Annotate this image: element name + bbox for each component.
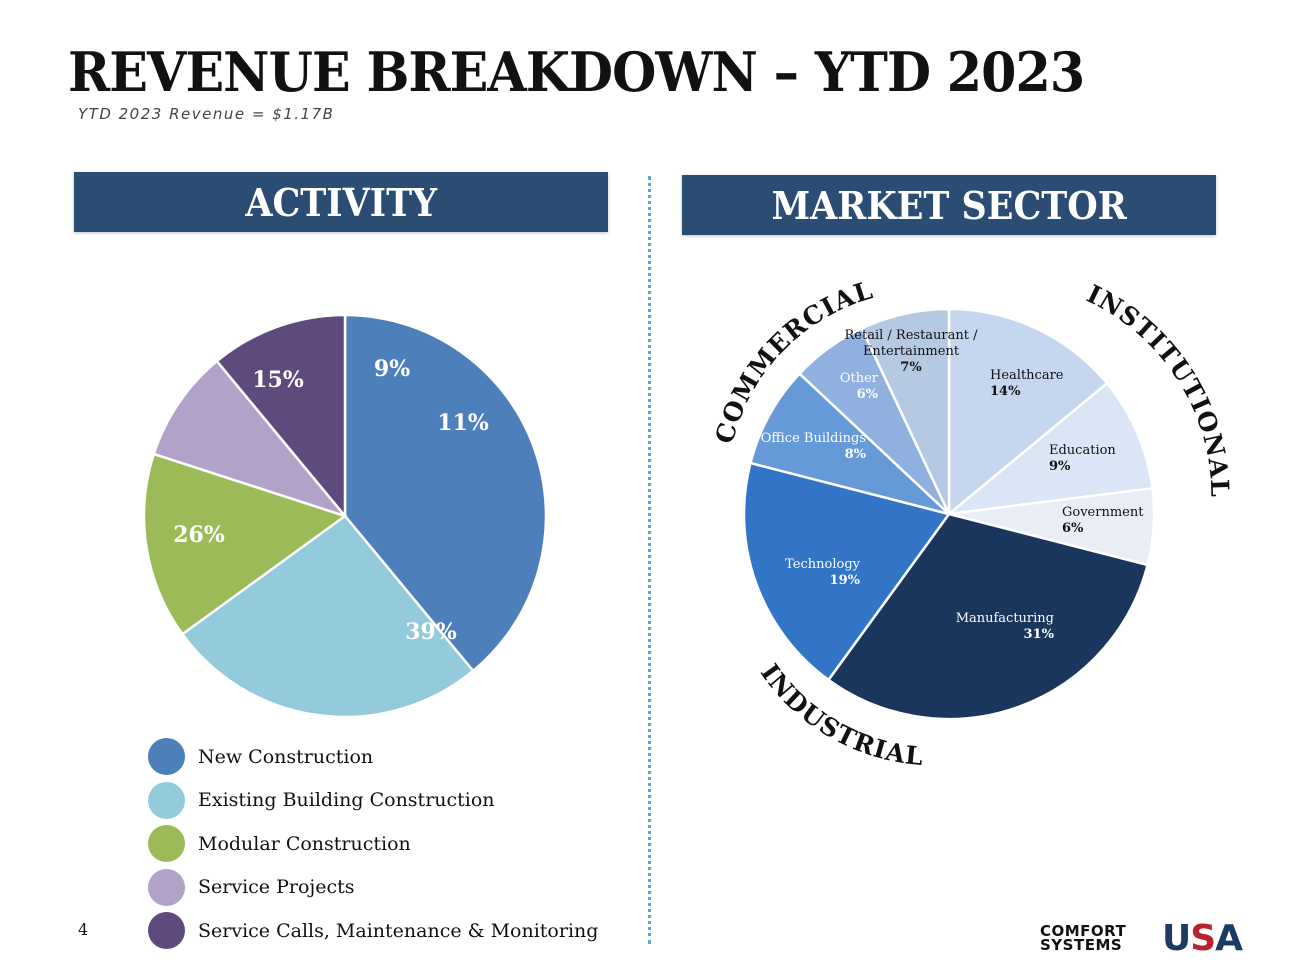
legend-swatch <box>148 868 185 906</box>
market-sector-header: MARKET SECTOR <box>682 175 1216 235</box>
legend-item-service-calls: Service Calls, Maintenance & Monitoring <box>148 909 598 953</box>
activity-slice-service-calls-maintenance-monitoring <box>215 313 347 520</box>
activity-slice-new-construction <box>343 313 548 673</box>
activity-legend: New Construction Existing Building Const… <box>148 735 598 953</box>
legend-swatch <box>148 912 185 950</box>
market-slice-manufacturing <box>826 512 1150 721</box>
activity-label-service-calls-maintenance-monitoring: 11% <box>437 410 489 436</box>
market-sector-pie <box>742 307 1156 721</box>
market-label-office-buildings: Office Buildings 8% <box>761 431 867 462</box>
activity-slice-existing-building-construction <box>180 514 475 719</box>
logo-line-2: SYSTEMS <box>1040 936 1123 954</box>
legend-item-existing-building-construction: Existing Building Construction <box>148 779 598 823</box>
logo-line-1: COMFORT <box>1040 922 1127 940</box>
activity-label-existing-building-construction: 26% <box>173 522 225 548</box>
legend-item-service-projects: Service Projects <box>148 866 598 910</box>
legend-label: Modular Construction <box>198 832 411 855</box>
market-label-education: Education 9% <box>1049 443 1116 474</box>
company-logo: COMFORT SYSTEMS USA <box>1040 918 1265 960</box>
market-slice-education <box>944 381 1154 516</box>
market-slice-retail-restaurant-entertainment <box>860 307 951 515</box>
activity-label-service-projects: 9% <box>374 356 410 382</box>
market-sector-header-label: MARKET SECTOR <box>771 182 1127 228</box>
legend-swatch <box>148 781 185 819</box>
logo-mark-a: A <box>1215 918 1243 959</box>
activity-pie <box>142 313 548 719</box>
activity-pie-labels: 39% 26% 15% 9% 11% <box>173 356 489 645</box>
legend-item-new-construction: New Construction <box>148 735 598 779</box>
market-label-manufacturing: Manufacturing 31% <box>956 611 1055 642</box>
activity-label-modular-construction: 15% <box>252 367 304 393</box>
logo-mark-s: S <box>1190 918 1216 959</box>
market-label-government: Government 6% <box>1062 505 1144 536</box>
legend-label: Existing Building Construction <box>198 789 495 812</box>
market-sector-pie-labels: Healthcare 14% Education 9% Government 6% Manu… <box>761 328 1144 642</box>
legend-swatch <box>148 738 185 776</box>
legend-item-modular-construction: Modular Construction <box>148 822 598 866</box>
column-divider <box>648 176 651 944</box>
market-label-healthcare: Healthcare 14% <box>990 368 1064 399</box>
market-slice-office-buildings <box>748 371 950 516</box>
activity-header: ACTIVITY <box>74 172 608 232</box>
activity-slice-service-projects <box>152 359 349 519</box>
legend-label: New Construction <box>198 745 374 768</box>
logo-mark: USA <box>1162 918 1243 959</box>
page-title: REVENUE BREAKDOWN – YTD 2023 <box>68 40 1085 104</box>
market-label-other: Other 6% <box>840 371 879 402</box>
legend-swatch <box>148 825 185 863</box>
page-subtitle: YTD 2023 Revenue = $1.17B <box>78 105 335 123</box>
market-label-retail-restaurant-entertainment: Retail / Restaurant / Entertainment 7% <box>845 328 979 375</box>
logo-mark-u: U <box>1162 918 1191 959</box>
legend-label: Service Calls, Maintenance & Monitoring <box>198 919 599 942</box>
legend-label: Service Projects <box>198 876 355 899</box>
page-number: 4 <box>78 920 89 939</box>
market-slice-healthcare <box>947 307 1109 517</box>
activity-header-label: ACTIVITY <box>245 179 437 225</box>
market-label-technology: Technology 19% <box>785 557 861 588</box>
market-slice-technology <box>742 461 952 682</box>
activity-slice-modular-construction <box>142 452 348 636</box>
activity-label-new-construction: 39% <box>405 619 457 645</box>
